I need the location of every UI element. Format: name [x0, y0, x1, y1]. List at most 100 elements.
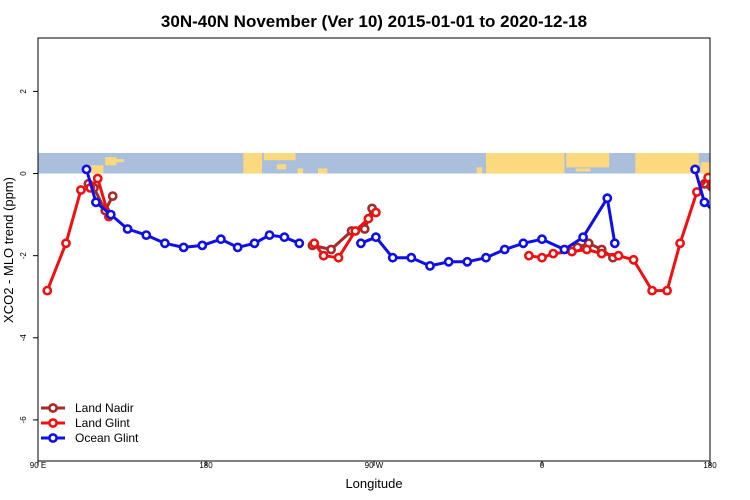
y-tick-label: -4 — [19, 334, 28, 342]
data-point — [714, 211, 721, 218]
data-point — [76, 185, 86, 195]
data-point — [215, 234, 226, 245]
data-point — [197, 240, 208, 251]
land-patch — [243, 152, 262, 174]
data-point — [406, 252, 417, 263]
data-point — [675, 238, 685, 249]
data-point — [581, 244, 592, 255]
data-point — [712, 193, 719, 200]
series-ocean-glint — [81, 164, 750, 271]
data-point — [703, 172, 710, 183]
data-point — [499, 244, 510, 255]
data-point — [729, 193, 736, 200]
series-land-glint — [42, 172, 723, 296]
y-axis-label: XCO2 - MLO trend (ppm) — [1, 177, 16, 323]
data-point — [723, 209, 730, 216]
legend-label: Land Nadir — [75, 401, 134, 415]
y-tick-label: -2 — [19, 252, 28, 260]
x-axis-label: Longitude — [345, 476, 402, 491]
x-axis: 90 E 180 90 W 0 180 — [30, 461, 717, 470]
land-patch — [566, 152, 610, 168]
plot-frame — [37, 37, 711, 462]
data-point — [326, 244, 336, 255]
data-point — [699, 197, 710, 208]
legend-label: Land Glint — [75, 416, 130, 430]
data-point — [662, 285, 672, 296]
data-point — [333, 252, 344, 263]
data-point — [92, 173, 103, 184]
data-point — [716, 215, 723, 222]
data-point — [178, 242, 189, 253]
legend-swatch-point — [48, 403, 58, 413]
data-point — [443, 256, 454, 267]
data-point — [602, 193, 613, 204]
data-point — [690, 164, 700, 175]
legend-swatch-point — [48, 433, 58, 443]
data-point — [363, 213, 374, 224]
data-point — [42, 285, 53, 296]
data-point — [596, 248, 607, 259]
data-point — [613, 250, 624, 261]
series-line — [45, 177, 111, 292]
land-patch — [635, 152, 699, 174]
data-point — [355, 238, 366, 249]
data-point — [609, 238, 620, 249]
data-point — [425, 260, 435, 271]
land-patch — [114, 159, 124, 163]
land-patch — [276, 164, 287, 170]
data-point — [91, 197, 101, 208]
x-tick-label: 90 W — [365, 461, 384, 470]
data-point — [309, 238, 320, 249]
data-point — [107, 191, 118, 201]
land-patch — [486, 152, 565, 174]
land-band — [38, 152, 710, 174]
data-point — [350, 226, 361, 236]
data-point — [279, 232, 290, 243]
data-point — [61, 238, 71, 249]
y-tick-label: 2 — [19, 89, 28, 94]
x-tick-label: 180 — [199, 461, 213, 470]
data-point — [387, 252, 398, 263]
data-point — [462, 256, 473, 267]
data-point — [159, 238, 170, 249]
legend-item: Land Glint — [41, 416, 130, 430]
land-patch — [700, 162, 710, 174]
legend-item: Land Nadir — [41, 401, 134, 415]
data-point — [370, 207, 381, 218]
data-point — [122, 224, 133, 234]
data-point — [294, 238, 305, 249]
series-line — [528, 176, 710, 293]
data-point — [628, 254, 639, 265]
data-point — [481, 252, 491, 263]
land-patch — [88, 165, 104, 174]
x-tick-label: 180 — [703, 461, 717, 470]
chart-title: 30N-40N November (Ver 10) 2015-01-01 to … — [161, 12, 587, 31]
legend-label: Ocean Glint — [75, 431, 139, 445]
series-layer — [42, 164, 750, 296]
data-point — [578, 232, 588, 243]
legend-swatch-point — [48, 418, 58, 428]
data-point — [264, 230, 275, 240]
land-patch — [318, 168, 328, 174]
land-patch — [105, 157, 117, 166]
data-point — [249, 238, 260, 249]
y-tick-label: 0 — [19, 171, 28, 176]
data-point — [744, 232, 750, 239]
data-point — [647, 285, 657, 296]
data-point — [318, 250, 329, 261]
data-point — [548, 248, 559, 259]
data-point — [81, 164, 92, 175]
data-point — [537, 252, 547, 263]
y-tick-label: -6 — [19, 416, 28, 424]
data-point — [524, 250, 534, 261]
data-point — [141, 230, 152, 240]
land-patch — [476, 167, 483, 174]
y-axis: 2 0 -2 -4 -6 — [19, 89, 38, 424]
data-point — [359, 224, 370, 234]
data-point — [729, 225, 736, 232]
x-tick-label: 90 E — [30, 461, 46, 470]
data-point — [105, 209, 116, 220]
data-point — [567, 246, 577, 257]
